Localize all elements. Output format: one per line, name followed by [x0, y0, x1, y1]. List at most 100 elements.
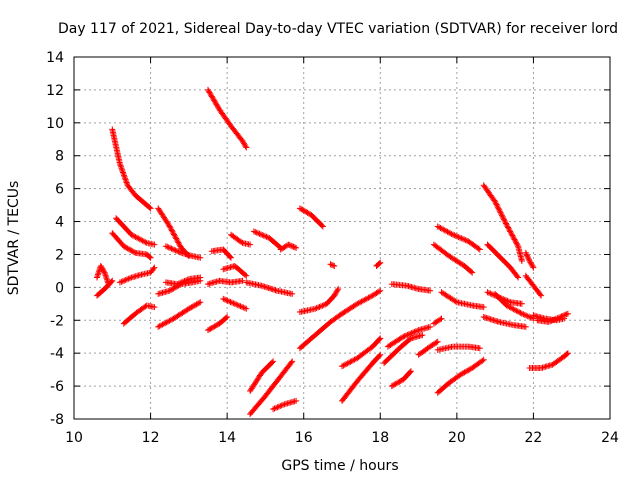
y-axis-label: SDTVAR / TECUs [6, 181, 22, 296]
data-series-arc-38 [415, 338, 441, 358]
data-series-arc-13 [94, 277, 116, 299]
data-series-arc-28 [388, 281, 434, 294]
scatter-arc-16 [162, 274, 204, 288]
scatter-arc-32 [270, 397, 300, 413]
plot-frame [73, 56, 611, 420]
x-tick-label: 20 [448, 430, 466, 446]
scatter-arc-21 [155, 299, 204, 330]
scatter-arc-11 [296, 205, 326, 230]
y-tick-label: 2 [55, 247, 64, 263]
scatter-arc-46 [484, 241, 522, 281]
data-series-arc-39 [430, 315, 445, 327]
data-series-arc-02 [205, 86, 250, 151]
scatter-arc-44 [438, 289, 487, 311]
data-series-arc-27 [373, 259, 384, 269]
data-series-arc-19 [243, 279, 296, 297]
data-series-arc-10 [277, 241, 300, 253]
data-series-arc-24 [296, 286, 342, 315]
scatter-arc-30 [247, 358, 277, 394]
y-tick-label: 14 [46, 50, 64, 66]
data-series-arc-03 [113, 215, 158, 248]
scatter-arc-42 [434, 223, 483, 253]
data-series-arc-41 [434, 356, 487, 396]
data-series-arc-36 [384, 323, 434, 350]
data-series-arc-22 [205, 314, 231, 334]
data-series-arc-21 [155, 299, 204, 330]
scatter-arc-17 [205, 277, 246, 288]
data-series-arc-01 [109, 126, 154, 212]
scatter-arc-27 [373, 259, 384, 269]
data-series-arc-31 [247, 358, 296, 418]
data-series-arc-33 [339, 351, 384, 404]
scatter-arc-2 [205, 86, 250, 151]
y-tick-label: 4 [55, 215, 64, 231]
scatter-arc-13 [94, 277, 116, 299]
data-series-arc-18 [220, 263, 250, 279]
scatter-arc-24 [296, 286, 342, 315]
data-series-arc-45 [480, 182, 525, 264]
data-series-arc-05 [109, 230, 154, 261]
data-series-arc-26 [339, 287, 384, 317]
scatter-arc-39 [430, 315, 445, 327]
data-series-arc-53 [534, 310, 571, 325]
data-series-arc-23 [220, 295, 250, 312]
data-series-arc-06 [162, 243, 204, 261]
data-markers [94, 86, 571, 418]
data-series-arc-49 [492, 290, 537, 322]
scatter-arc-41 [434, 356, 487, 396]
y-tick-label: -4 [50, 346, 64, 362]
data-series-arc-29 [296, 310, 345, 352]
scatter-arc-54 [526, 350, 571, 371]
scatter-arc-31 [247, 358, 296, 418]
y-tick-label: 6 [55, 182, 64, 198]
data-series-arc-54 [526, 350, 571, 371]
scatter-arc-37 [388, 368, 414, 390]
data-series-arc-09 [250, 228, 284, 251]
data-series-arc-08 [228, 231, 254, 248]
data-series-arc-25 [327, 261, 338, 269]
data-series-arc-51 [522, 272, 545, 299]
y-tick-label: -8 [50, 412, 64, 428]
scatter-arc-3 [113, 215, 158, 248]
data-series-arc-11 [296, 205, 326, 230]
scatter-arc-9 [250, 228, 284, 251]
x-tick-label: 14 [218, 430, 236, 446]
scatter-arc-20 [120, 302, 158, 327]
scatter-arc-22 [205, 314, 231, 334]
data-series-arc-37 [388, 368, 414, 390]
scatter-arc-38 [415, 338, 441, 358]
scatter-arc-8 [228, 231, 254, 248]
data-series-arc-14 [116, 264, 158, 286]
scatter-arc-51 [522, 272, 545, 299]
data-series-arc-44 [438, 289, 487, 311]
scatter-arc-33 [339, 351, 384, 404]
scatter-arc-50 [522, 249, 537, 271]
scatter-arc-26 [339, 287, 384, 317]
data-series-arc-07 [208, 246, 234, 261]
scatter-arc-53 [534, 310, 571, 325]
scatter-arc-4 [155, 205, 192, 260]
chart-title: Day 117 of 2021, Sidereal Day-to-day VTE… [58, 21, 618, 37]
data-series-arc-20 [120, 302, 158, 327]
data-series-arc-04 [155, 205, 192, 260]
data-series-arc-35 [381, 332, 426, 367]
scatter-arc-28 [388, 281, 434, 294]
scatter-arc-5 [109, 230, 154, 261]
data-series-arc-42 [434, 223, 483, 253]
data-series-arc-48 [480, 314, 529, 330]
data-series-arc-46 [484, 241, 522, 281]
x-tick-label: 22 [525, 430, 543, 446]
x-tick-label: 16 [295, 430, 313, 446]
scatter-arc-40 [434, 343, 483, 353]
scatter-arc-48 [480, 314, 529, 330]
scatter-arc-12 [94, 263, 112, 288]
data-series-arc-32 [270, 397, 300, 413]
scatter-arc-6 [162, 243, 204, 261]
y-tick-label: 10 [46, 116, 64, 132]
scatter-arc-7 [208, 246, 234, 261]
scatter-arc-49 [492, 290, 537, 322]
scatter-arc-35 [381, 332, 426, 367]
data-series-arc-30 [247, 358, 277, 394]
data-series-arc-16 [162, 274, 204, 288]
